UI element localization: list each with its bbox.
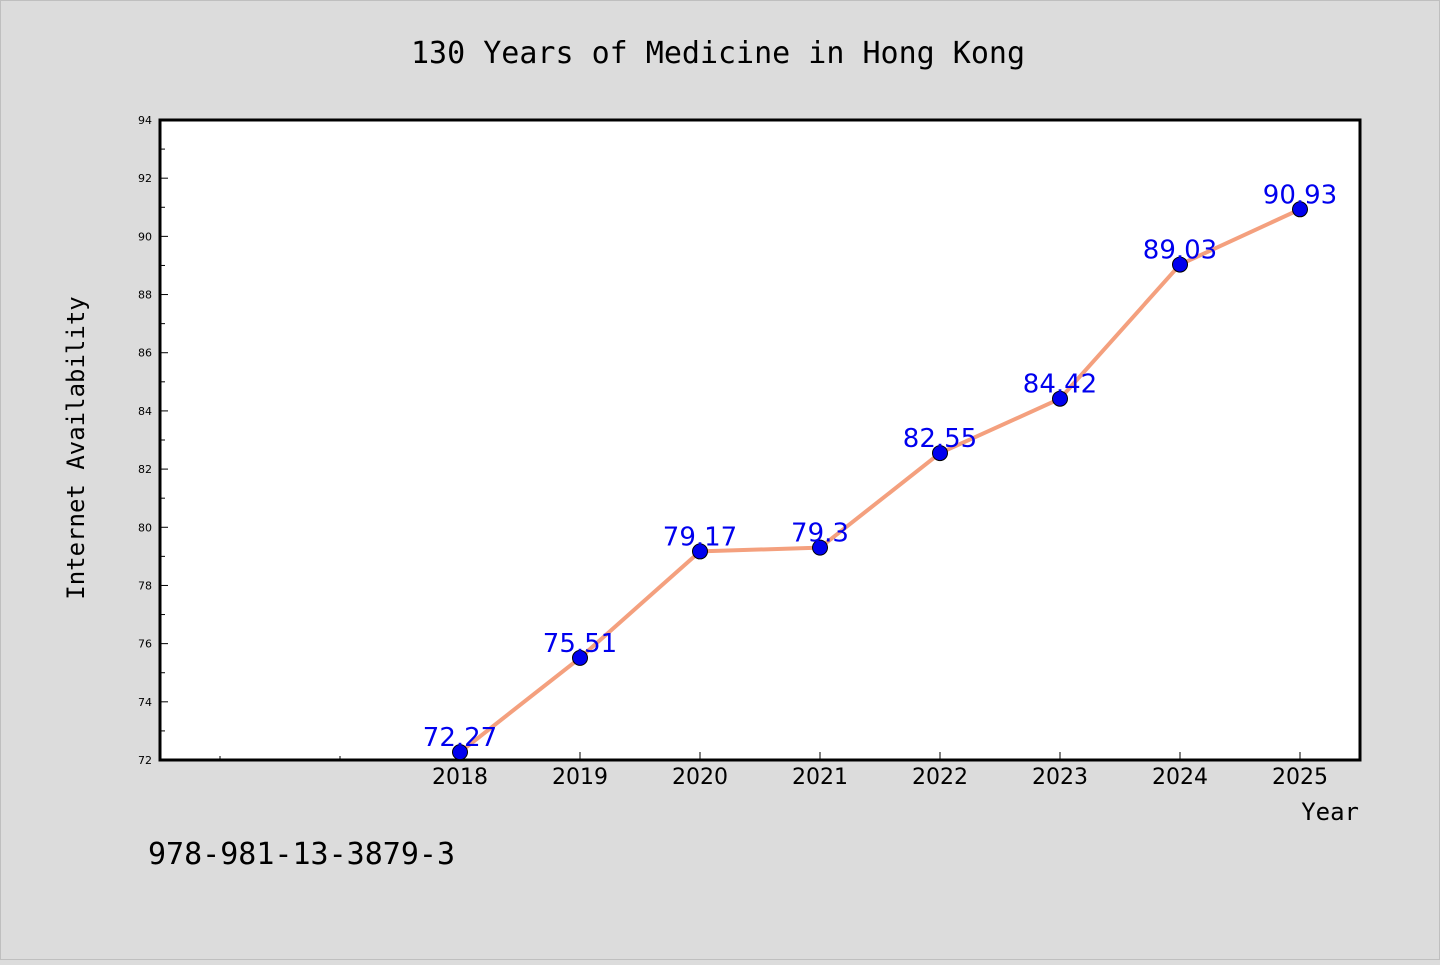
data-point-label: 84.42 (1023, 370, 1097, 400)
y-tick-label: 94 (138, 114, 152, 127)
data-point-marker (452, 744, 468, 761)
data-point-marker (932, 445, 948, 462)
x-tick-label: 2025 (1272, 765, 1328, 790)
y-tick-label: 84 (138, 405, 152, 418)
y-tick-label: 88 (138, 289, 152, 302)
series-markers (452, 201, 1308, 761)
data-point-marker (572, 649, 588, 666)
x-tick-label: 2019 (552, 765, 608, 790)
plot-area (158, 118, 1362, 762)
y-tick-label: 72 (138, 754, 152, 767)
footnote-isbn: 978-981-13-3879-3 (148, 837, 455, 872)
x-tick-label: 2021 (792, 765, 848, 790)
y-tick-label: 82 (138, 463, 152, 476)
chart-title: 130 Years of Medicine in Hong Kong (411, 36, 1025, 71)
x-tick-label: 2023 (1032, 765, 1088, 790)
data-point-label: 79.17 (663, 522, 737, 552)
y-tick-label: 76 (138, 638, 152, 651)
data-point-label: 79.3 (791, 519, 849, 549)
data-point-marker (1292, 201, 1308, 218)
data-point-label: 90.93 (1263, 180, 1337, 210)
data-point-marker (1052, 390, 1068, 407)
x-axis-label: Year (1301, 798, 1359, 826)
y-axis-ticks: 72 74 76 78 80 82 84 86 88 90 92 94 (138, 114, 168, 767)
data-labels: 72.27 75.51 79.17 79.3 82.55 84.42 89.03 90.93 (423, 180, 1337, 753)
y-tick-label: 74 (138, 696, 152, 709)
data-point-label: 75.51 (543, 629, 617, 659)
data-point-marker (812, 539, 828, 556)
x-axis-ticks: 2018 2019 2020 2021 2022 2023 2024 2025 (219, 752, 1328, 790)
y-tick-label: 80 (138, 521, 152, 534)
data-point-label: 72.27 (423, 723, 497, 753)
data-point-marker (1172, 256, 1188, 273)
data-point-label: 82.55 (903, 424, 977, 454)
data-point-marker (692, 543, 708, 560)
y-tick-label: 86 (138, 347, 152, 360)
x-tick-label: 2020 (672, 765, 728, 790)
data-point-label: 89.03 (1143, 236, 1217, 266)
x-tick-label: 2018 (432, 765, 488, 790)
y-tick-label: 90 (138, 230, 152, 243)
y-tick-label: 78 (138, 579, 152, 592)
y-axis-label: Internet Availability (62, 296, 90, 599)
x-tick-label: 2024 (1152, 765, 1208, 790)
y-tick-label: 92 (138, 172, 152, 185)
x-tick-label: 2022 (912, 765, 968, 790)
series-line (458, 207, 1302, 755)
